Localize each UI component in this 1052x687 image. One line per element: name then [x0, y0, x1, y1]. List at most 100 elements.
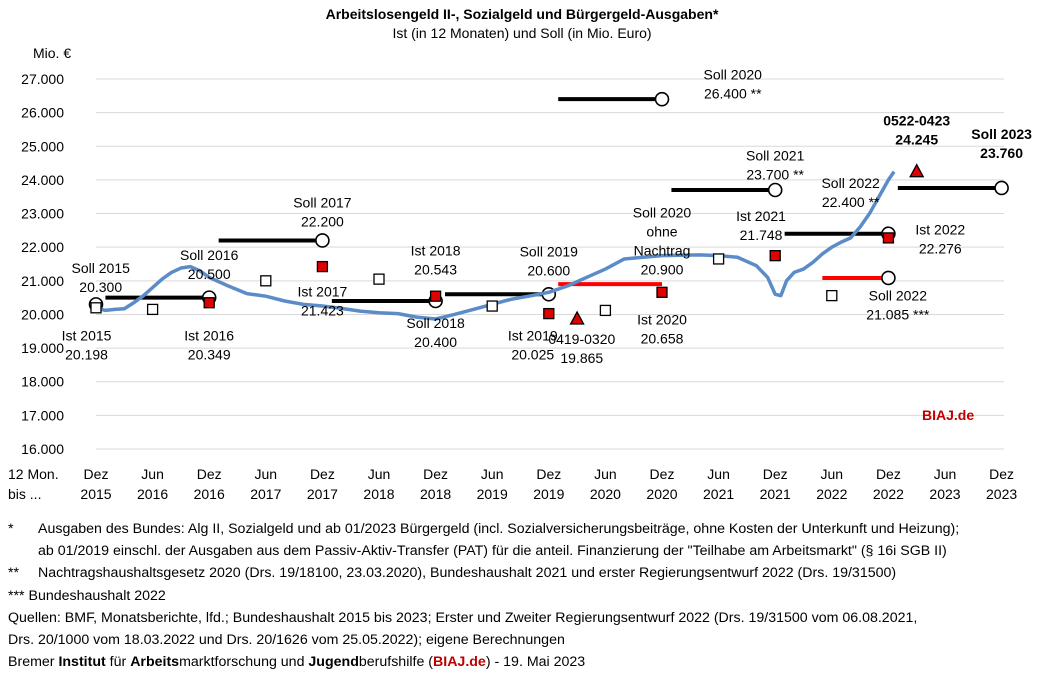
ist-marker — [599, 304, 612, 317]
annotation-text: 0419-0320 — [548, 331, 615, 347]
annotation-text: Ist 2018 — [411, 243, 461, 259]
x-tick-year: 2016 — [194, 486, 225, 502]
y-tick-label: 27.000 — [21, 71, 64, 87]
ist-marker — [429, 290, 442, 302]
annotation-text: Soll 2019 — [520, 244, 579, 260]
annotation-text: Soll 2016 — [180, 247, 239, 263]
annotation-text: Ist 2015 — [62, 328, 112, 344]
y-tick-label: 23.000 — [21, 206, 64, 222]
credit-bold-arbeits: Arbeits — [130, 654, 180, 671]
annotation-text: 19.865 — [560, 350, 603, 366]
ist-marker — [543, 307, 555, 320]
x-tick-month: Jun — [255, 466, 278, 482]
annotation-text: Soll 2022 — [821, 175, 880, 191]
soll-endpoint — [994, 180, 1009, 196]
credit-text: marktforschung und — [179, 654, 309, 671]
footnote-3: *** Bundeshaushalt 2022 — [8, 585, 1048, 607]
annotations: Soll 2015 20.300 Ist 2015 20.198 Soll 2016 20… — [62, 67, 1033, 366]
annotation-text: 23.760 — [980, 145, 1023, 161]
annotation-text: Soll 2018 — [406, 315, 465, 331]
y-tick-label: 24.000 — [21, 172, 64, 188]
ist-markers — [90, 163, 925, 325]
annotation-text: Soll 2020 — [633, 205, 692, 221]
annotation-text: 26.400 ** — [704, 86, 762, 102]
x-tick-month: Dez — [650, 466, 675, 482]
ist-marker-triangle — [569, 310, 585, 325]
ist-marker — [90, 302, 102, 314]
x-tick-month: Dez — [310, 466, 335, 482]
footnote-2: ** Nachtragshaushaltsgesetz 2020 (Drs. 19… — [8, 562, 1048, 584]
x-tick-month: Jun — [707, 466, 730, 482]
annotation-text: 20.658 — [641, 331, 684, 347]
annotation-text: 20.300 — [79, 279, 122, 295]
credit-text: berufshilfe ( — [358, 654, 433, 671]
chart-subtitle: Ist (in 12 Monaten) und Soll (in Mio. Eu… — [392, 25, 651, 41]
footnotes: * Ausgaben des Bundes: Alg II, Sozialgeld… — [8, 518, 1048, 673]
y-tick-label: 17.000 — [21, 407, 64, 423]
annotation-text: Nachtrag — [634, 243, 691, 259]
footnote-1: * Ausgaben des Bundes: Alg II, Sozialgeld… — [8, 518, 1048, 540]
ist-marker — [656, 286, 668, 298]
ist-marker — [260, 275, 272, 287]
footnote-1-line-2: ab 01/2019 einschl. der Ausgaben aus dem… — [38, 543, 947, 560]
soll-endpoint — [881, 270, 896, 286]
y-tick-label: 26.000 — [21, 105, 64, 121]
x-axis-prefix-2: bis ... — [8, 486, 41, 502]
x-tick-month: Dez — [876, 466, 901, 482]
annotation-text: Ist 2021 — [736, 208, 786, 224]
footnote-1-cont: ab 01/2019 einschl. der Ausgaben aus dem… — [8, 540, 1048, 562]
ist-marker — [882, 232, 895, 244]
y-tick-label: 18.000 — [21, 374, 64, 390]
credit-bold-institut: Institut — [58, 654, 106, 671]
soll-endpoint — [315, 233, 330, 248]
x-tick-year: 2017 — [250, 486, 281, 502]
x-tick-month: Jun — [934, 466, 957, 482]
annotation-text: Soll 2017 — [293, 194, 352, 210]
soll-endpoint — [654, 91, 670, 107]
footnote-1-mark: * — [8, 521, 14, 537]
x-tick-year: 2021 — [760, 486, 791, 502]
x-tick-year: 2017 — [307, 486, 338, 502]
credit-bold-jugend: Jugend — [308, 654, 359, 671]
ist-marker — [373, 273, 385, 285]
x-axis-prefix-1: 12 Mon. — [8, 466, 59, 482]
watermark: BIAJ.de — [922, 407, 974, 423]
footnote-3-mark: *** — [8, 587, 25, 604]
x-tick-month: Dez — [423, 466, 448, 482]
x-tick-year: 2015 — [80, 486, 111, 502]
y-tick-label: 19.000 — [21, 340, 64, 356]
x-tick-year: 2022 — [816, 486, 847, 502]
x-tick-year: 2019 — [533, 486, 564, 502]
annotation-text: 20.900 — [641, 262, 684, 278]
annotation-text: 23.700 ** — [746, 166, 804, 182]
ist-marker — [486, 300, 498, 312]
ist-marker — [146, 303, 159, 316]
x-tick-month: Dez — [763, 466, 788, 482]
ist-marker — [769, 250, 781, 262]
x-tick-month: Dez — [84, 466, 109, 482]
annotation-text: ohne — [646, 224, 677, 240]
chart: Arbeitslosengeld II-, Sozialgeld und Bür… — [8, 6, 1033, 502]
annotation-text: 24.245 — [895, 131, 938, 147]
credit-line: Bremer Institut für Arbeitsmarktforschun… — [8, 651, 1048, 673]
x-tick-month: Jun — [481, 466, 504, 482]
y-tick-label: 16.000 — [21, 441, 64, 457]
annotation-text: 22.276 — [919, 240, 962, 256]
credit-link-biaj[interactable]: BIAJ.de — [433, 654, 486, 671]
annotation-text: 20.600 — [527, 263, 570, 279]
annotation-text: 20.198 — [65, 347, 108, 363]
ist-marker — [316, 260, 329, 273]
annotation-text: Ist 2017 — [297, 284, 347, 300]
x-tick-month: Dez — [989, 466, 1014, 482]
annotation-text: Soll 2015 — [72, 260, 131, 276]
y-unit-label: Mio. € — [33, 45, 71, 61]
x-tick-year: 2020 — [646, 486, 677, 502]
annotation-text: Soll 2022 — [869, 287, 928, 303]
y-tick-label: 20.000 — [21, 306, 64, 322]
ist-marker — [712, 253, 725, 265]
y-tick-label: 21.000 — [21, 273, 64, 289]
y-axis-ticks: 16.000 17.000 18.000 19.000 20.000 21.000 22.0… — [21, 71, 64, 457]
annotation-text: 20.025 — [511, 347, 554, 363]
annotation-text: 21.085 *** — [866, 306, 930, 322]
x-tick-year: 2022 — [873, 486, 904, 502]
